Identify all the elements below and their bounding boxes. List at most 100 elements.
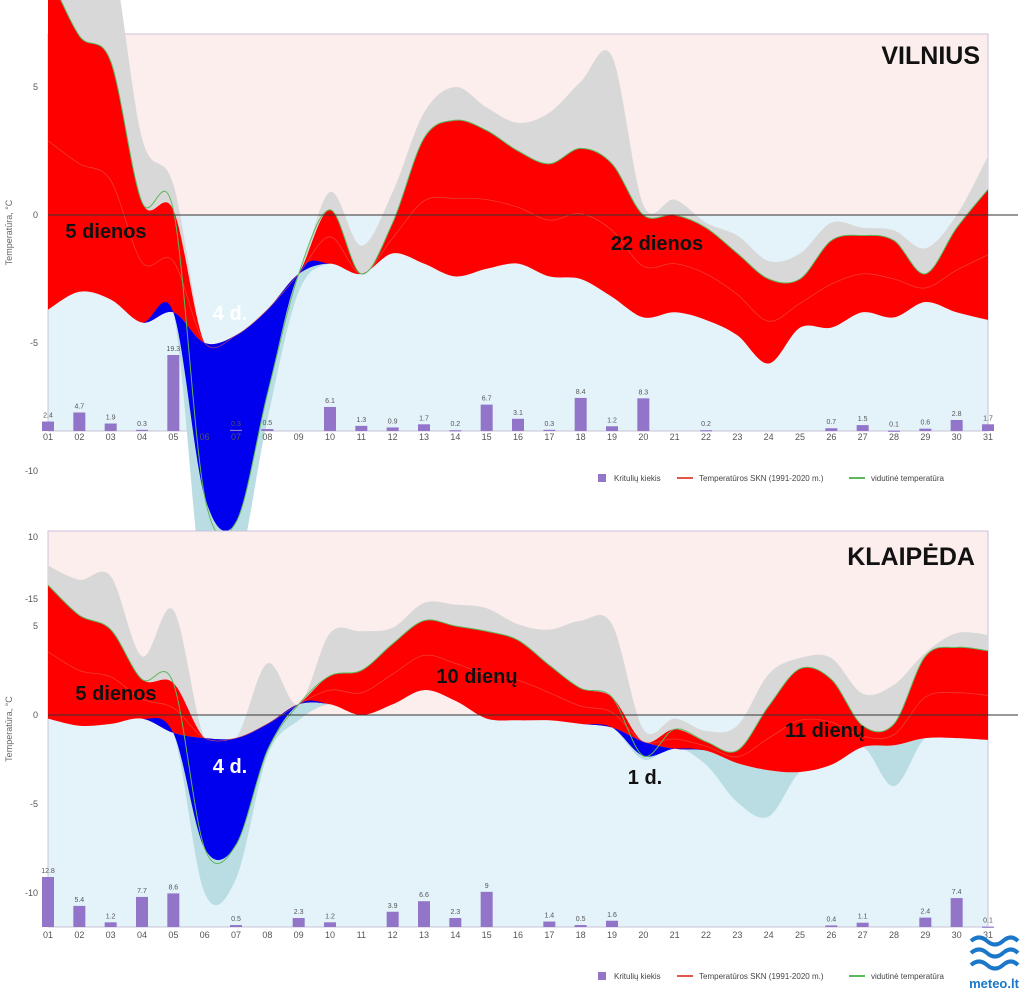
x-tick-label: 16 (513, 930, 523, 940)
precipitation-bar[interactable] (606, 920, 618, 927)
precipitation-bar[interactable] (856, 425, 869, 431)
norm-line (47, 140, 989, 349)
precipitation-bar[interactable] (700, 430, 712, 432)
precipitation-bar[interactable] (136, 896, 148, 927)
x-tick-label: 07 (231, 930, 241, 940)
precipitation-label: 0.5 (231, 916, 241, 923)
x-tick-label: 06 (200, 930, 210, 940)
legend-swatch-precipitation (598, 474, 606, 482)
x-tick-label: 21 (670, 432, 680, 442)
warm-anomaly-area (48, 585, 988, 773)
precipitation-bar[interactable] (449, 918, 462, 927)
precipitation-label: 1.7 (419, 415, 429, 422)
precipitation-bar[interactable] (574, 397, 587, 431)
precipitation-bar[interactable] (950, 898, 963, 927)
precipitation-bar[interactable] (888, 430, 900, 432)
precipitation-bar[interactable] (230, 925, 242, 927)
y-axis-label: Temperatūra, °C (4, 199, 14, 265)
precipitation-bar[interactable] (449, 430, 462, 432)
precipitation-label: 8.3 (638, 389, 648, 396)
precipitation-bar[interactable] (136, 429, 148, 432)
meteo-waves-logo-icon (969, 935, 1020, 971)
precipitation-label: 1.1 (858, 914, 868, 921)
precipitation-bar[interactable] (324, 922, 336, 927)
y-tick-label: 0 (33, 710, 38, 720)
precipitation-bar[interactable] (574, 925, 587, 927)
precipitation-bar[interactable] (480, 891, 493, 927)
x-tick-label: 14 (450, 930, 460, 940)
legend-item[interactable]: Kritulių kiekis (614, 474, 661, 483)
duration-annotation: 11 dienų (785, 720, 865, 742)
precipitation-label: 12.8 (41, 868, 55, 875)
precipitation-bar[interactable] (230, 429, 242, 432)
precipitation-bar[interactable] (292, 918, 305, 927)
x-tick-label: 30 (952, 930, 962, 940)
precipitation-bar[interactable] (386, 911, 399, 927)
precipitation-bar[interactable] (919, 428, 932, 431)
precipitation-bar[interactable] (324, 406, 336, 431)
x-tick-label: 12 (388, 432, 398, 442)
x-tick-label: 25 (795, 432, 805, 442)
precipitation-label: 2.3 (450, 909, 460, 916)
precipitation-bar[interactable] (606, 426, 618, 431)
x-tick-label: 26 (826, 432, 836, 442)
precipitation-bar[interactable] (825, 925, 838, 927)
precipitation-bar[interactable] (512, 418, 524, 431)
precipitation-bar[interactable] (386, 427, 399, 431)
precipitation-bar[interactable] (919, 917, 932, 927)
x-tick-label: 10 (325, 432, 335, 442)
precipitation-label: 1.2 (106, 913, 116, 920)
precipitation-bar[interactable] (167, 355, 180, 431)
mean-temperature-line (60, 0, 989, 537)
precipitation-bar[interactable] (950, 419, 963, 431)
x-tick-label: 17 (544, 930, 554, 940)
precipitation-label: 6.1 (325, 398, 335, 405)
precipitation-bar[interactable] (73, 905, 86, 927)
precipitation-bar[interactable] (104, 922, 117, 927)
precipitation-label: 1.4 (544, 913, 554, 920)
precipitation-label: 2.4 (43, 413, 53, 420)
x-tick-label: 07 (231, 432, 241, 442)
precipitation-label: 0.7 (826, 419, 836, 426)
precipitation-label: 1.2 (607, 417, 617, 424)
legend-item[interactable]: Kritulių kiekis (614, 972, 661, 981)
precipitation-bar[interactable] (982, 424, 994, 431)
x-tick-label: 25 (795, 930, 805, 940)
precipitation-bar[interactable] (73, 412, 86, 431)
precipitation-bar[interactable] (167, 893, 180, 927)
precipitation-bar[interactable] (982, 926, 994, 928)
precipitation-bar[interactable] (480, 404, 493, 431)
precipitation-bar[interactable] (543, 429, 556, 432)
x-tick-label: 28 (889, 930, 899, 940)
y-tick-label: -15 (25, 594, 38, 604)
precipitation-bar[interactable] (42, 421, 54, 431)
duration-annotation: 1 d. (628, 767, 662, 789)
duration-annotation: 5 dienos (75, 683, 156, 705)
precipitation-bar[interactable] (261, 429, 274, 431)
legend-item[interactable]: Temperatūros SKN (1991-2020 m.) (699, 474, 824, 483)
x-tick-label: 13 (419, 930, 429, 940)
legend-item[interactable]: Temperatūros SKN (1991-2020 m.) (699, 972, 824, 981)
x-tick-label: 28 (889, 432, 899, 442)
x-tick-label: 05 (168, 432, 178, 442)
precipitation-bar[interactable] (104, 423, 117, 431)
x-tick-label: 18 (576, 432, 586, 442)
x-tick-label: 16 (513, 432, 523, 442)
legend-item[interactable]: vidutinė temperatūra (871, 972, 944, 981)
legend-item[interactable]: vidutinė temperatūra (871, 474, 944, 483)
precipitation-label: 0.1 (983, 918, 993, 925)
precipitation-bar[interactable] (825, 428, 838, 431)
precipitation-bar[interactable] (856, 922, 869, 927)
precipitation-label: 0.3 (231, 421, 241, 428)
precipitation-bar[interactable] (543, 921, 556, 927)
precipitation-bar[interactable] (418, 901, 430, 927)
precipitation-label: 6.6 (419, 892, 429, 899)
logo-text: meteo.lt (969, 976, 1020, 991)
duration-annotation: 22 dienos (611, 233, 703, 255)
precipitation-label: 0.5 (262, 420, 272, 427)
precipitation-bar[interactable] (418, 424, 430, 431)
meteo-lt-logo[interactable]: meteo.lt (969, 935, 1020, 992)
precipitation-bar[interactable] (355, 425, 368, 431)
precipitation-bar[interactable] (637, 398, 650, 431)
precipitation-bar[interactable] (42, 877, 54, 927)
